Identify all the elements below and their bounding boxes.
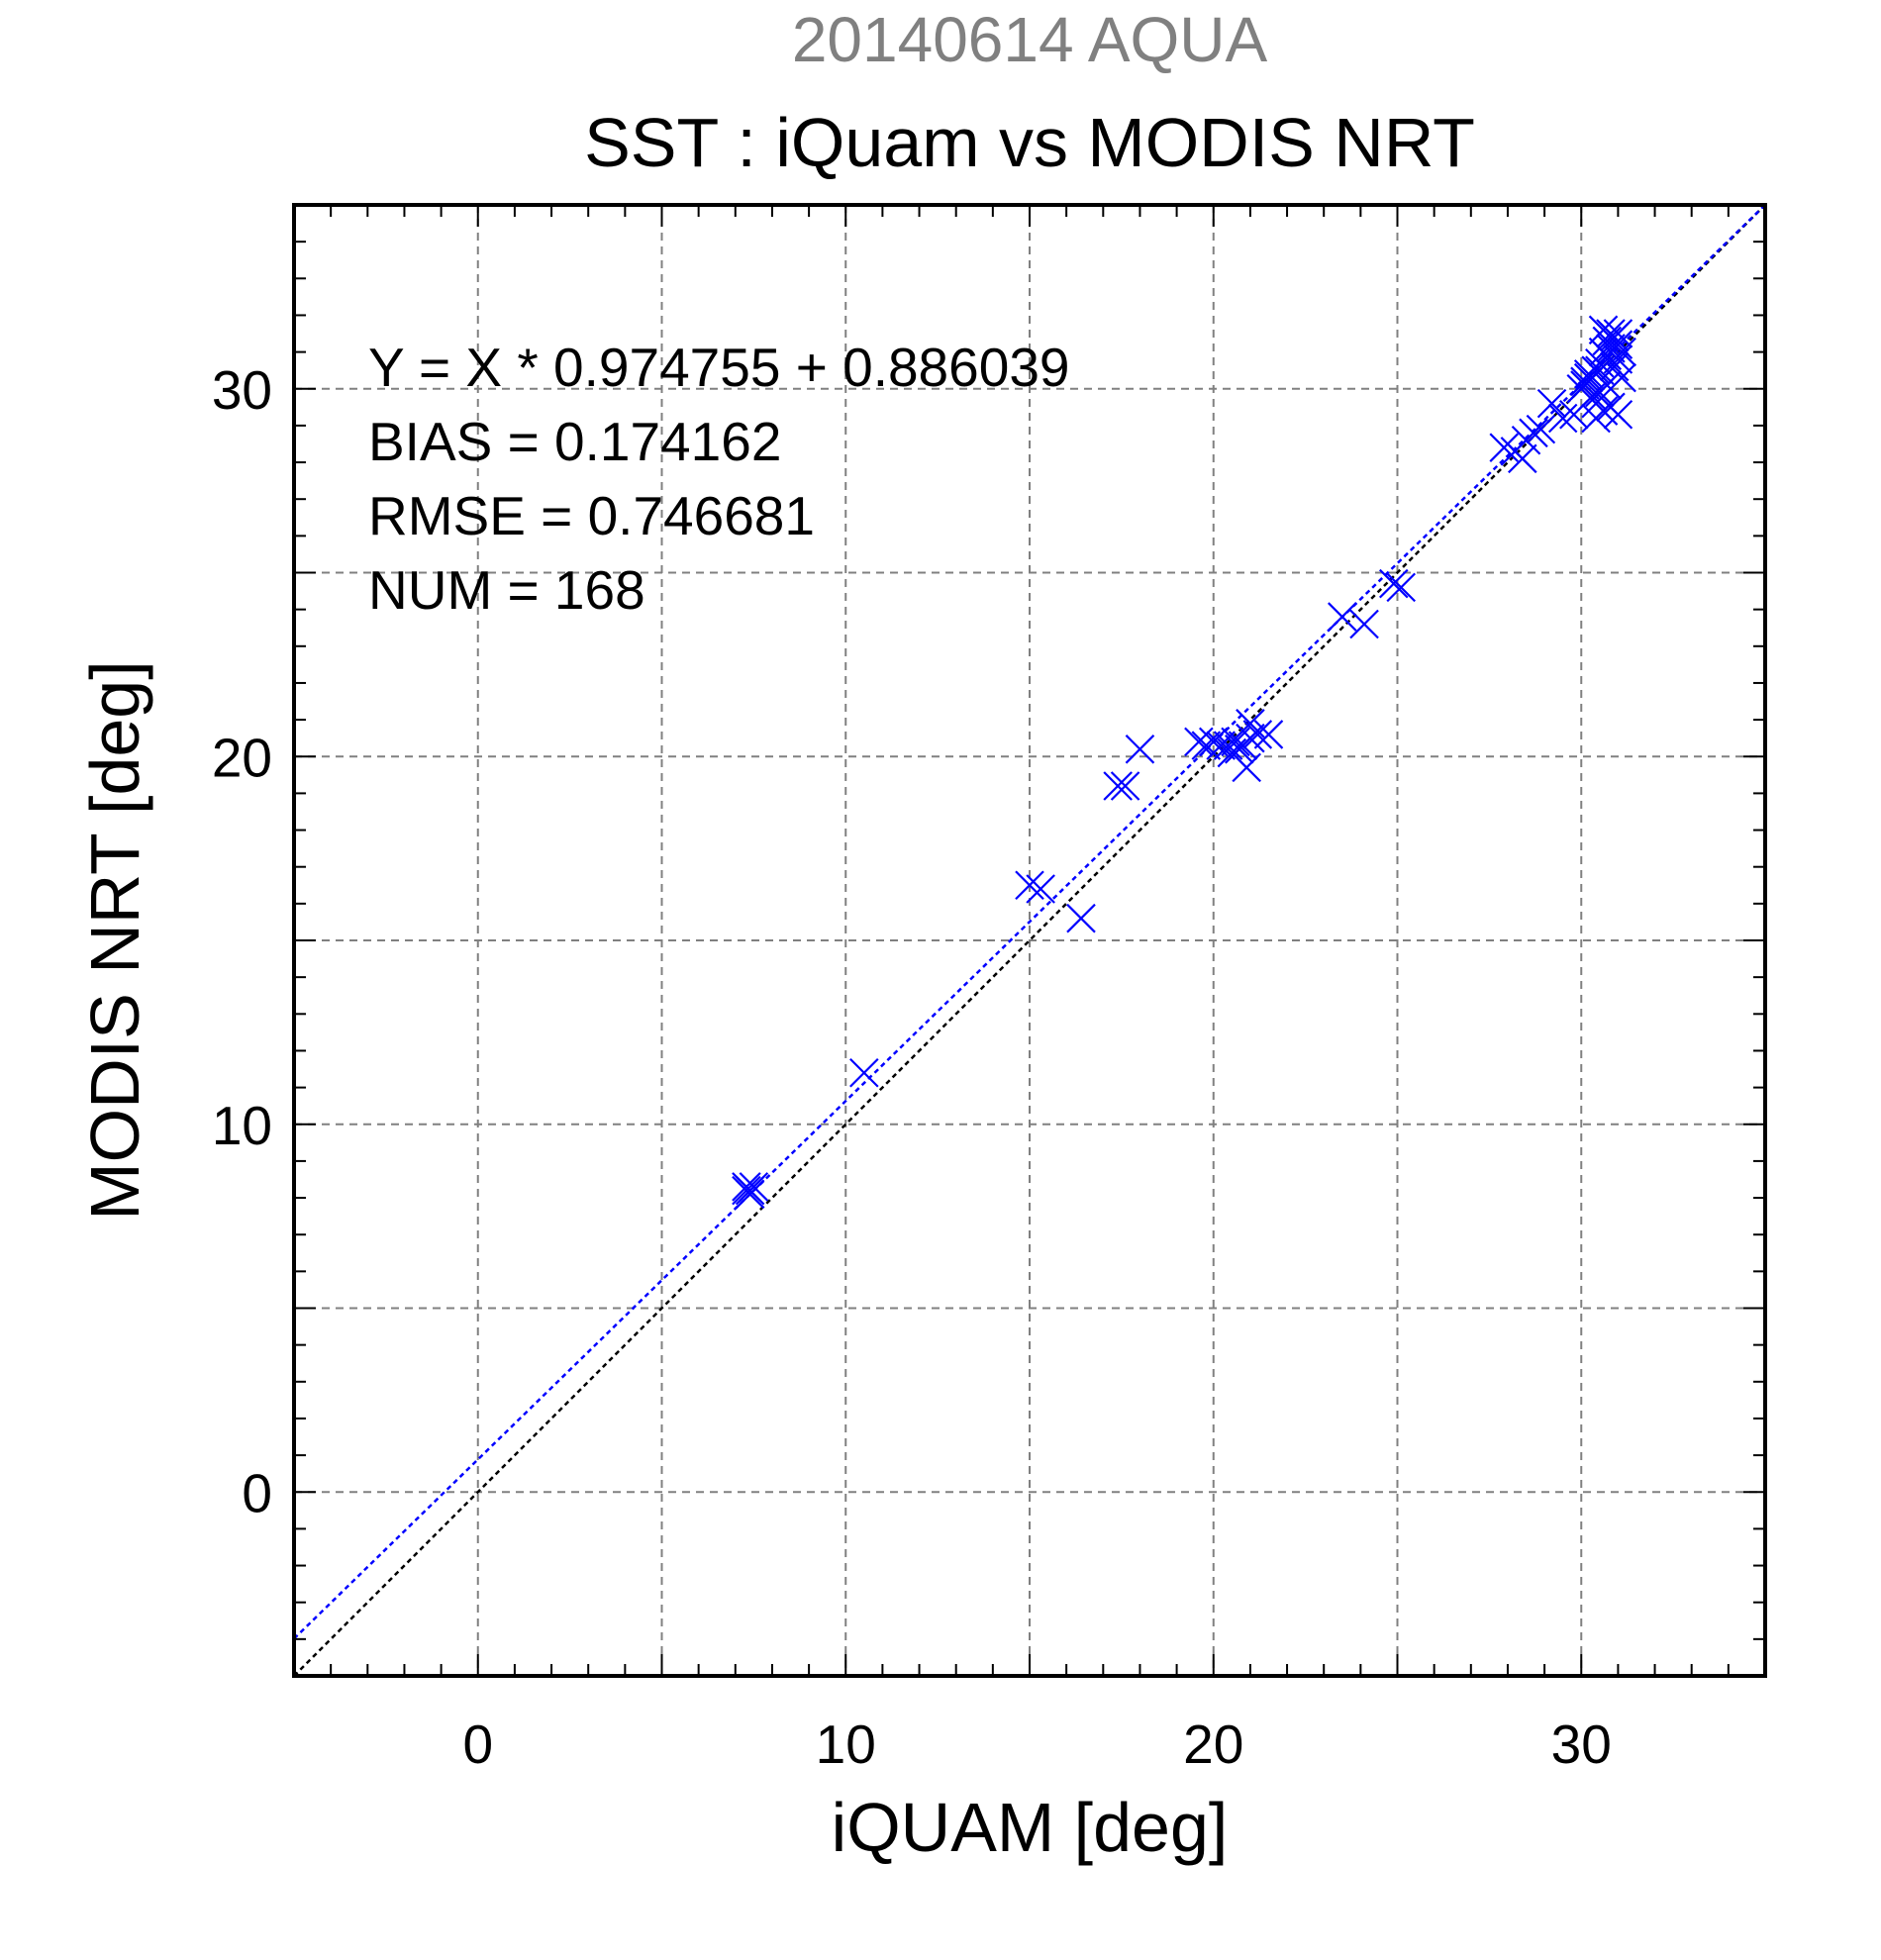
data-point-stroke: [1581, 388, 1611, 419]
x-axis-label: iQUAM [deg]: [832, 1789, 1229, 1866]
x-tick-label: 0: [462, 1714, 493, 1775]
data-point-stroke: [1588, 315, 1619, 345]
data-point-stroke: [1026, 874, 1055, 904]
data-point: [1603, 319, 1634, 348]
data-point-stroke: [1526, 414, 1556, 444]
y-tick-label: 10: [212, 1095, 272, 1156]
data-point-stroke: [1607, 362, 1636, 393]
data-point-stroke: [1236, 709, 1265, 738]
data-point-stroke: [1103, 771, 1133, 801]
data-point-stroke: [1489, 433, 1520, 462]
data-point-stroke: [1349, 609, 1379, 639]
data-point-stroke: [849, 1057, 879, 1088]
data-point-stroke: [1110, 771, 1140, 801]
data-point-stroke: [1547, 403, 1578, 434]
data-point-stroke: [1570, 370, 1600, 400]
stats-line-fit: Y = X * 0.974755 + 0.886039: [368, 337, 1070, 398]
x-tick-label: 20: [1183, 1714, 1243, 1775]
data-point-stroke: [1592, 341, 1623, 371]
chart-subtitle: 20140614 AQUA: [792, 4, 1268, 75]
data-point-stroke: [1327, 602, 1357, 632]
grid-lines: [294, 205, 1765, 1676]
y-tick-label: 0: [242, 1462, 272, 1523]
data-point-stroke: [1125, 735, 1155, 764]
data-point-stroke: [1015, 870, 1044, 901]
data-point: [735, 1179, 765, 1210]
data-point-stroke: [1253, 720, 1284, 749]
data-point: [1066, 903, 1096, 933]
reference-lines: [293, 204, 1766, 1677]
data-point-stroke: [1603, 319, 1634, 348]
y-tick-label: 30: [212, 359, 272, 421]
data-point-stroke: [1603, 344, 1634, 374]
y-axis-label: MODIS NRT [deg]: [76, 660, 153, 1220]
data-point: [1570, 370, 1600, 400]
data-point: [1253, 720, 1284, 749]
tick-labels: 0 10 20 30 0 10 20 30: [212, 359, 1612, 1775]
data-point: [1386, 572, 1416, 603]
data-point-stroke: [735, 1175, 765, 1206]
data-point-stroke: [1536, 388, 1567, 419]
data-point: [1110, 771, 1140, 801]
data-point: [1592, 341, 1623, 371]
data-point: [849, 1057, 879, 1088]
stats-box: Y = X * 0.974755 + 0.886039 BIAS = 0.174…: [368, 337, 1070, 621]
data-point: [735, 1175, 765, 1206]
data-point-stroke: [1066, 903, 1096, 933]
data-point-stroke: [1508, 443, 1537, 474]
data-point-stroke: [1232, 752, 1261, 783]
data-point-stroke: [1236, 723, 1265, 753]
data-point-stroke: [1191, 731, 1222, 760]
data-point: [1519, 418, 1548, 448]
data-point-stroke: [1386, 572, 1416, 603]
y-tick-label: 20: [212, 727, 272, 788]
data-point-stroke: [1519, 418, 1548, 448]
stats-line-rmse: RMSE = 0.746681: [368, 485, 815, 546]
data-point: [1536, 388, 1567, 419]
data-point: [1191, 731, 1222, 760]
data-point: [1379, 568, 1409, 599]
data-point-stroke: [735, 1179, 765, 1210]
data-point-stroke: [1198, 727, 1229, 757]
data-point: [1232, 752, 1261, 783]
stats-line-bias: BIAS = 0.174162: [368, 411, 781, 472]
data-point: [1596, 334, 1626, 363]
data-point: [1015, 870, 1044, 901]
regression-fit-line: [293, 204, 1766, 1640]
data-point: [1607, 362, 1636, 393]
data-point: [1103, 771, 1133, 801]
x-tick-label: 30: [1551, 1714, 1612, 1775]
data-point-stroke: [1379, 568, 1409, 599]
data-point-stroke: [1242, 720, 1273, 749]
data-point: [1349, 609, 1379, 639]
data-point: [1581, 388, 1611, 419]
data-point: [1489, 433, 1520, 462]
chart-title: SST : iQuam vs MODIS NRT: [584, 104, 1475, 181]
data-point: [1026, 874, 1055, 904]
data-point: [1547, 403, 1578, 434]
data-point: [1125, 735, 1155, 764]
data-point: [1526, 414, 1556, 444]
plot-frame: [292, 203, 1767, 1678]
data-point: [1236, 723, 1265, 753]
x-tick-label: 10: [816, 1714, 876, 1775]
data-point-stroke: [1603, 399, 1634, 430]
data-point: [1603, 399, 1634, 430]
data-points: [732, 315, 1636, 1210]
data-point-stroke: [1217, 737, 1247, 768]
data-point: [1508, 443, 1537, 474]
stats-line-num: NUM = 168: [368, 559, 645, 621]
data-point: [1242, 720, 1273, 749]
data-point-stroke: [1596, 334, 1626, 363]
data-point: [1327, 602, 1357, 632]
